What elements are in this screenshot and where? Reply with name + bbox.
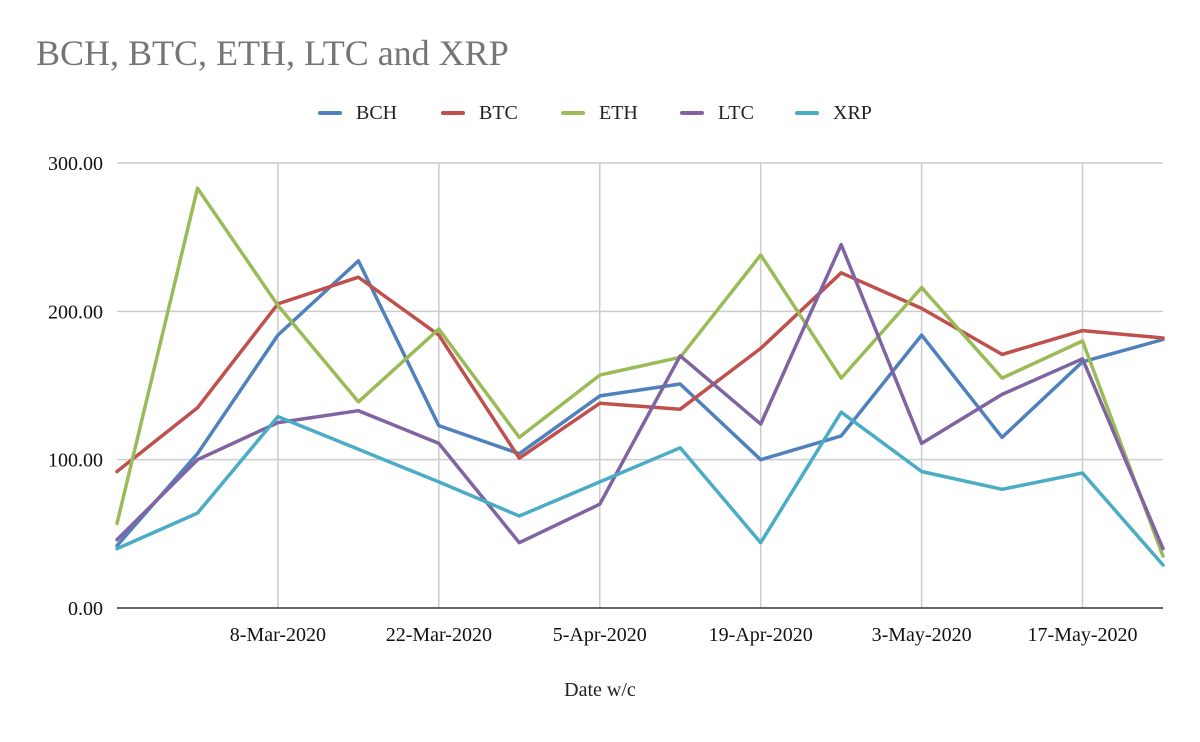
legend-label-xrp: XRP xyxy=(833,101,872,124)
series-line-bch xyxy=(115,259,1165,548)
series-line-btc xyxy=(115,271,1165,474)
series-line-xrp xyxy=(115,410,1165,567)
legend-swatch-xrp xyxy=(795,111,819,115)
y-tick-label: 200.00 xyxy=(48,301,103,323)
y-tick-label: 300.00 xyxy=(48,153,103,175)
x-tick-label: 22-Mar-2020 xyxy=(386,624,492,646)
legend-label-eth: ETH xyxy=(599,101,638,124)
x-tick-label: 3-May-2020 xyxy=(872,624,972,646)
legend-swatch-ltc xyxy=(680,111,704,115)
legend-item-eth: ETH xyxy=(561,98,638,128)
legend-item-xrp: XRP xyxy=(795,98,872,128)
x-tick-label: 8-Mar-2020 xyxy=(230,624,326,646)
legend-swatch-btc xyxy=(441,111,465,115)
legend-swatch-bch xyxy=(318,111,342,115)
x-tick-label: 19-Apr-2020 xyxy=(709,624,813,646)
chart-legend: BCH BTC ETH LTC XRP xyxy=(0,98,1200,128)
legend-item-ltc: LTC xyxy=(680,98,754,128)
legend-item-btc: BTC xyxy=(441,98,518,128)
chart-title: BCH, BTC, ETH, LTC and XRP xyxy=(36,33,509,73)
legend-label-bch: BCH xyxy=(356,101,398,124)
series-line-eth xyxy=(115,186,1165,558)
legend-label-btc: BTC xyxy=(479,101,518,124)
y-tick-label: 100.00 xyxy=(48,450,103,472)
series-line-ltc xyxy=(115,242,1165,551)
legend-swatch-eth xyxy=(561,111,585,115)
x-tick-label: 5-Apr-2020 xyxy=(553,624,647,646)
x-tick-label: 17-May-2020 xyxy=(1028,624,1138,646)
y-tick-label: 0.00 xyxy=(68,598,103,620)
x-axis-label: Date w/c xyxy=(564,679,636,701)
legend-item-bch: BCH xyxy=(318,98,397,128)
legend-label-ltc: LTC xyxy=(718,101,754,124)
